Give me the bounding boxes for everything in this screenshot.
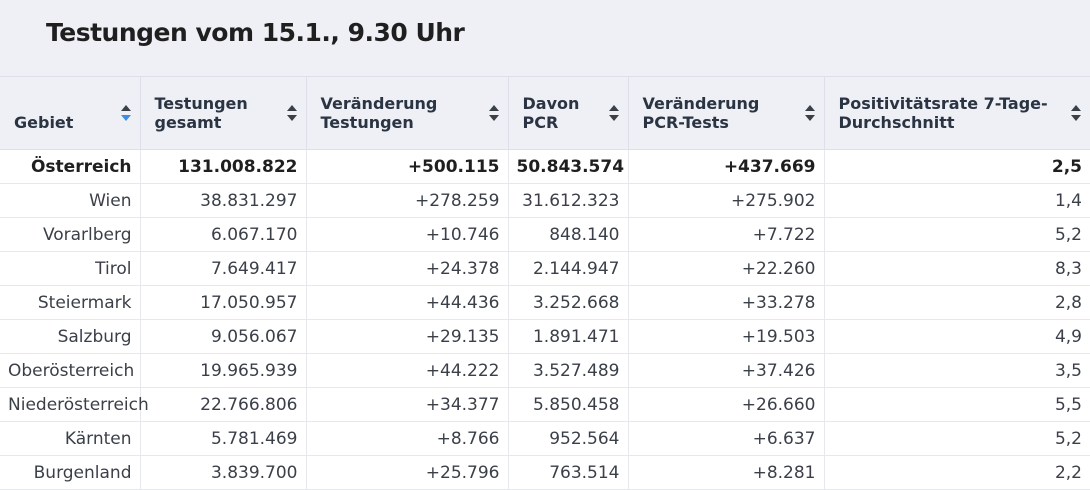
cell-testungen-gesamt: 19.965.939	[140, 353, 307, 388]
page-title: Testungen vom 15.1., 9.30 Uhr	[46, 18, 465, 47]
cell-veraenderung-pcr-tests: +275.902	[628, 183, 825, 218]
cell-veraenderung-pcr-tests: +437.669	[628, 149, 825, 184]
column-header-label: Veränderung Testungen	[320, 94, 438, 132]
column-header-davon-pcr[interactable]: Davon PCR	[508, 76, 629, 150]
cell-davon-pcr: 50.843.574	[508, 149, 629, 184]
column-header-veraenderung-testungen[interactable]: Veränderung Testungen	[306, 76, 509, 150]
cell-veraenderung-pcr-tests: +8.281	[628, 455, 825, 490]
column-header-label: Positivitätsrate 7-Tage-Durchschnitt	[838, 94, 1048, 132]
sort-arrows-icon[interactable]	[1070, 103, 1082, 123]
cell-positivitaetsrate: 3,5	[824, 353, 1090, 388]
cell-positivitaetsrate: 2,2	[824, 455, 1090, 490]
table-header-row: Gebiet Testungen gesamt Veränderung Test…	[0, 76, 1090, 150]
cell-gebiet: Oberösterreich	[0, 353, 141, 388]
sort-arrows-icon[interactable]	[804, 103, 816, 123]
table-row: Salzburg 9.056.067 +29.135 1.891.471 +19…	[0, 319, 1090, 354]
cell-veraenderung-pcr-tests: +19.503	[628, 319, 825, 354]
cell-testungen-gesamt: 17.050.957	[140, 285, 307, 320]
cell-gebiet: Wien	[0, 183, 141, 218]
cell-gebiet: Niederösterreich	[0, 387, 149, 422]
cell-davon-pcr: 3.252.668	[508, 285, 629, 320]
table-row: Tirol 7.649.417 +24.378 2.144.947 +22.26…	[0, 251, 1090, 286]
cell-veraenderung-testungen: +29.135	[306, 319, 509, 354]
cell-davon-pcr: 3.527.489	[508, 353, 629, 388]
cell-positivitaetsrate: 8,3	[824, 251, 1090, 286]
cell-veraenderung-testungen: +44.222	[306, 353, 509, 388]
sort-arrows-icon[interactable]	[608, 103, 620, 123]
table-row: Wien 38.831.297 +278.259 31.612.323 +275…	[0, 183, 1090, 218]
cell-davon-pcr: 763.514	[508, 455, 629, 490]
table-row: Niederösterreich 22.766.806 +34.377 5.85…	[0, 387, 1090, 422]
cell-veraenderung-pcr-tests: +37.426	[628, 353, 825, 388]
cell-veraenderung-testungen: +24.378	[306, 251, 509, 286]
cell-testungen-gesamt: 3.839.700	[140, 455, 307, 490]
cell-davon-pcr: 5.850.458	[508, 387, 629, 422]
cell-positivitaetsrate: 4,9	[824, 319, 1090, 354]
column-header-label: Davon PCR	[522, 94, 580, 132]
cell-gebiet: Salzburg	[0, 319, 141, 354]
table-row: Kärnten 5.781.469 +8.766 952.564 +6.637 …	[0, 421, 1090, 456]
cell-gebiet: Vorarlberg	[0, 217, 141, 252]
cell-positivitaetsrate: 2,8	[824, 285, 1090, 320]
cell-veraenderung-testungen: +10.746	[306, 217, 509, 252]
column-header-testungen-gesamt[interactable]: Testungen gesamt	[140, 76, 307, 150]
sort-arrows-icon[interactable]	[286, 103, 298, 123]
column-header-veraenderung-pcr-tests[interactable]: Veränderung PCR-Tests	[628, 76, 825, 150]
cell-positivitaetsrate: 5,2	[824, 421, 1090, 456]
cell-davon-pcr: 31.612.323	[508, 183, 629, 218]
cell-veraenderung-testungen: +25.796	[306, 455, 509, 490]
cell-davon-pcr: 1.891.471	[508, 319, 629, 354]
column-header-gebiet[interactable]: Gebiet	[0, 76, 141, 150]
column-header-label: Gebiet	[14, 112, 74, 132]
cell-positivitaetsrate: 1,4	[824, 183, 1090, 218]
cell-veraenderung-pcr-tests: +7.722	[628, 217, 825, 252]
cell-positivitaetsrate: 5,2	[824, 217, 1090, 252]
cell-davon-pcr: 2.144.947	[508, 251, 629, 286]
cell-gebiet: Österreich	[0, 149, 141, 184]
cell-gebiet: Burgenland	[0, 455, 141, 490]
cell-veraenderung-testungen: +34.377	[306, 387, 509, 422]
header-band: Testungen vom 15.1., 9.30 Uhr	[0, 0, 1090, 76]
cell-positivitaetsrate: 5,5	[824, 387, 1090, 422]
cell-veraenderung-pcr-tests: +6.637	[628, 421, 825, 456]
table-row: Burgenland 3.839.700 +25.796 763.514 +8.…	[0, 455, 1090, 490]
sort-arrows-icon[interactable]	[120, 103, 132, 123]
cell-veraenderung-testungen: +8.766	[306, 421, 509, 456]
cell-veraenderung-testungen: +44.436	[306, 285, 509, 320]
cell-testungen-gesamt: 5.781.469	[140, 421, 307, 456]
cell-davon-pcr: 952.564	[508, 421, 629, 456]
cell-testungen-gesamt: 131.008.822	[140, 149, 307, 184]
cell-gebiet: Tirol	[0, 251, 141, 286]
cell-testungen-gesamt: 7.649.417	[140, 251, 307, 286]
cell-gebiet: Steiermark	[0, 285, 141, 320]
testing-table: Gebiet Testungen gesamt Veränderung Test…	[0, 76, 1090, 490]
table-row: Vorarlberg 6.067.170 +10.746 848.140 +7.…	[0, 217, 1090, 252]
cell-veraenderung-pcr-tests: +33.278	[628, 285, 825, 320]
column-header-label: Testungen gesamt	[154, 94, 248, 132]
cell-veraenderung-testungen: +500.115	[306, 149, 509, 184]
table-row: Oberösterreich 19.965.939 +44.222 3.527.…	[0, 353, 1090, 388]
column-header-positivitaetsrate[interactable]: Positivitätsrate 7-Tage-Durchschnitt	[824, 76, 1090, 150]
cell-veraenderung-pcr-tests: +26.660	[628, 387, 825, 422]
cell-testungen-gesamt: 38.831.297	[140, 183, 307, 218]
cell-testungen-gesamt: 22.766.806	[140, 387, 307, 422]
cell-testungen-gesamt: 9.056.067	[140, 319, 307, 354]
cell-veraenderung-testungen: +278.259	[306, 183, 509, 218]
table-row: Steiermark 17.050.957 +44.436 3.252.668 …	[0, 285, 1090, 320]
cell-gebiet: Kärnten	[0, 421, 141, 456]
cell-positivitaetsrate: 2,5	[824, 149, 1090, 184]
cell-veraenderung-pcr-tests: +22.260	[628, 251, 825, 286]
cell-testungen-gesamt: 6.067.170	[140, 217, 307, 252]
column-header-label: Veränderung PCR-Tests	[642, 94, 760, 132]
cell-davon-pcr: 848.140	[508, 217, 629, 252]
table-row-total: Österreich 131.008.822 +500.115 50.843.5…	[0, 149, 1090, 184]
sort-arrows-icon[interactable]	[488, 103, 500, 123]
